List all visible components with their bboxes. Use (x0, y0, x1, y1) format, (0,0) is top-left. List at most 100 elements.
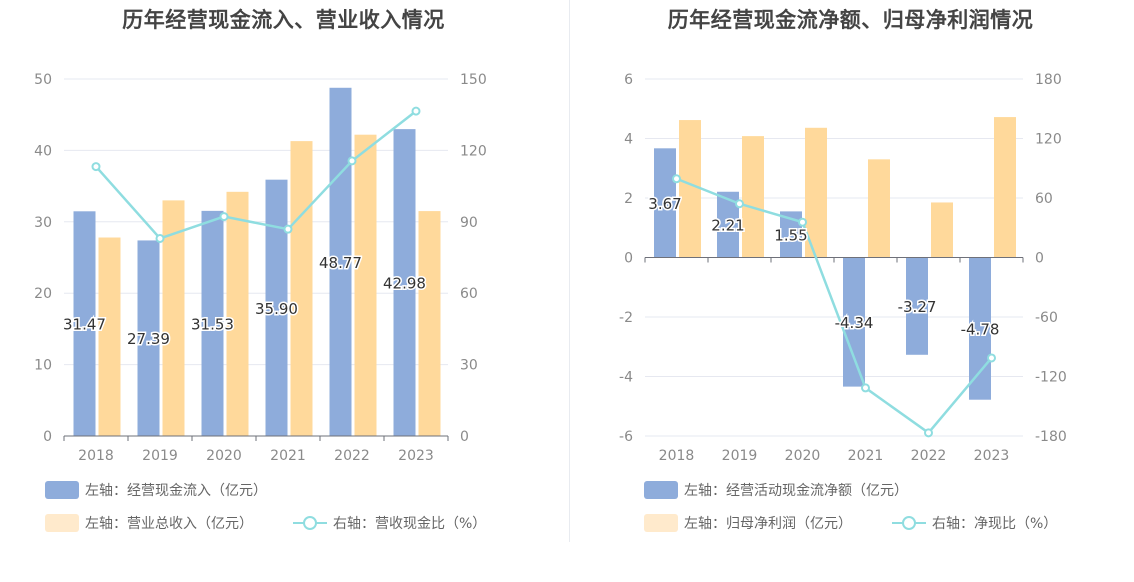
y-tick-label-left: 6 (624, 72, 633, 88)
legend-item-bar-2[interactable]: 左轴：归母净利润（亿元） (644, 513, 852, 533)
bar-orange (226, 191, 249, 436)
ratio-line (95, 110, 417, 240)
chart-plot-left: 0 10 20 30 40 50 0 30 60 90 120 150 2018 2019 2020 2021… (34, 72, 487, 464)
bar-orange (805, 127, 827, 258)
legend-item-line[interactable]: 右轴：营收现金比（%） (293, 513, 486, 533)
ratio-point (283, 224, 293, 234)
bar-orange (354, 134, 377, 436)
bar-blue (654, 148, 676, 258)
data-label: 31.53 (191, 315, 234, 333)
legend-item-bar-1[interactable]: 左轴：经营现金流入（亿元） (45, 480, 267, 500)
y-tick-label-right: -60 (1035, 310, 1058, 326)
ratio-line (676, 177, 993, 435)
bar-blue (329, 87, 352, 437)
x-tick-label: 2021 (848, 448, 884, 464)
bar-orange (679, 120, 701, 258)
data-label: 48.77 (319, 254, 362, 272)
legend-label: 右轴：营收现金比（%） (333, 516, 487, 532)
chart-title: 历年经营现金流净额、归母净利润情况 (667, 8, 1034, 32)
y-tick-label-right: 120 (460, 143, 487, 159)
x-tick-label: 2021 (270, 448, 306, 464)
bar-blue (393, 129, 416, 436)
data-label: 1.55 (774, 226, 807, 244)
legend-line-icon (293, 514, 327, 532)
ratio-point (672, 174, 681, 184)
ratio-point (861, 383, 870, 393)
legend-label: 左轴：经营活动现金流净额（亿元） (684, 483, 908, 499)
y-tick-label-left: 2 (624, 191, 633, 207)
bar-orange (162, 200, 185, 436)
y-tick-label-left: -4 (619, 370, 633, 386)
bar-blue (780, 211, 802, 258)
data-label: 2.21 (711, 217, 744, 235)
ratio-point (798, 217, 807, 227)
panel-divider (569, 0, 570, 542)
bar-orange (418, 211, 441, 436)
y-tick-label-right: 60 (1035, 191, 1053, 207)
data-label: 3.67 (648, 195, 681, 213)
ratio-point (219, 212, 229, 222)
y-tick-label-right: 0 (1035, 251, 1044, 267)
y-tick-label-left: 20 (34, 286, 52, 302)
bar-blue (137, 240, 160, 436)
ratio-point (155, 233, 165, 243)
data-label: -4.34 (835, 314, 874, 332)
legend-swatch-blue (644, 481, 678, 499)
data-label: -3.27 (898, 298, 937, 316)
x-tick-label: 2020 (785, 448, 821, 464)
ratio-point (987, 353, 996, 363)
x-tick-label: 2023 (398, 448, 434, 464)
data-label: 35.90 (255, 300, 298, 318)
y-tick-label-right: 30 (460, 358, 478, 374)
y-tick-label-right: 180 (1035, 72, 1062, 88)
y-tick-label-left: 0 (624, 251, 633, 267)
bar-blue (843, 257, 865, 387)
chart-title: 历年经营现金流入、营业收入情况 (122, 8, 445, 32)
y-tick-label-left: -2 (619, 310, 633, 326)
y-tick-label-left: 30 (34, 215, 52, 231)
bar-orange (98, 237, 121, 436)
y-tick-label-left: 0 (43, 429, 52, 445)
y-tick-label-right: 60 (460, 286, 478, 302)
y-tick-label-right: -180 (1035, 429, 1067, 445)
data-label: 31.47 (63, 316, 106, 334)
x-tick-label: 2018 (659, 448, 695, 464)
bar-orange (868, 159, 890, 258)
y-tick-label-right: 120 (1035, 132, 1062, 148)
y-tick-label-left: 10 (34, 358, 52, 374)
bar-orange (931, 202, 953, 258)
data-label: -4.78 (961, 321, 1000, 339)
legend-swatch-orange (644, 514, 678, 532)
legend-item-bar-2[interactable]: 左轴：营业总收入（亿元） (45, 513, 253, 533)
ratio-point (91, 162, 101, 172)
legend-swatch-blue (45, 481, 79, 499)
ratio-point (347, 156, 357, 166)
x-tick-label: 2022 (911, 448, 947, 464)
ratio-point (735, 199, 744, 209)
legend-item-line[interactable]: 右轴：净现比（%） (892, 513, 1057, 533)
chart-panel-right: 历年经营现金流净额、归母净利润情况 -6 -4 -2 0 2 4 6 -180 -120 -60 0… (567, 0, 1134, 582)
legend-line-icon (892, 514, 926, 532)
legend-item-bar-1[interactable]: 左轴：经营活动现金流净额（亿元） (644, 480, 908, 500)
x-tick-label: 2019 (142, 448, 178, 464)
bar-blue (717, 191, 739, 258)
y-tick-label-left: -6 (619, 429, 633, 445)
chart-panel-left: 历年经营现金流入、营业收入情况 0 10 20 30 40 50 0 30 60 90 120 150… (34, 8, 487, 533)
bar-blue (265, 179, 288, 436)
legend-label: 左轴：归母净利润（亿元） (684, 516, 852, 532)
ratio-point (924, 428, 933, 438)
legend-label: 右轴：净现比（%） (932, 516, 1058, 532)
bar-blue (906, 257, 928, 355)
x-tick-label: 2022 (334, 448, 370, 464)
legend-label: 左轴：营业总收入（亿元） (85, 516, 253, 532)
y-tick-label-left: 40 (34, 143, 52, 159)
chart-plot-right: -6 -4 -2 0 2 4 6 -180 -120 -60 0 60 120 180 2018 2019 20… (619, 72, 1067, 464)
legend-swatch-orange (45, 514, 79, 532)
bar-blue (73, 211, 96, 436)
x-tick-label: 2019 (722, 448, 758, 464)
y-tick-label-left: 50 (34, 72, 52, 88)
data-label: 27.39 (127, 330, 170, 348)
bar-orange (994, 117, 1016, 258)
y-tick-label-right: 0 (460, 429, 469, 445)
bar-orange (290, 141, 313, 437)
